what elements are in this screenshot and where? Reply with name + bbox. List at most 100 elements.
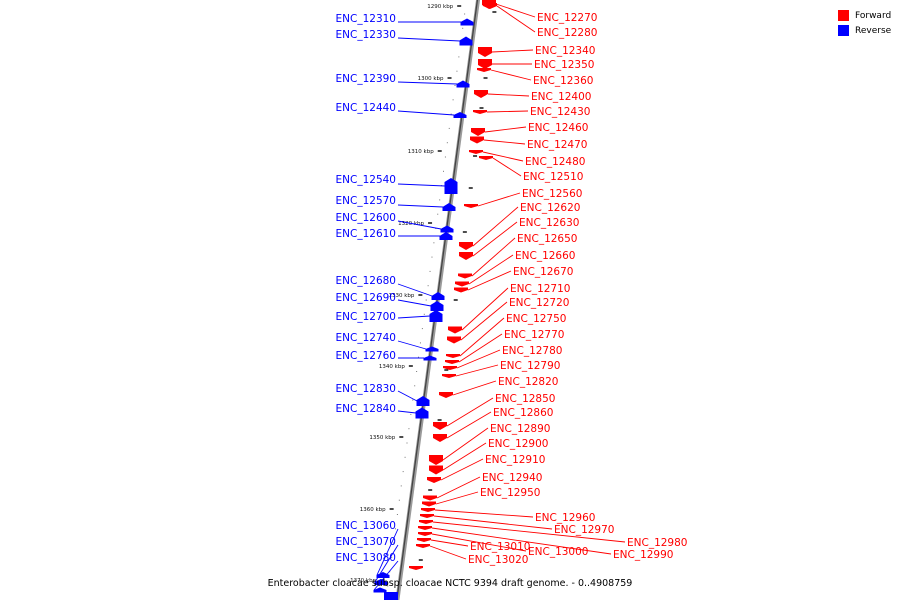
forward-gene-block — [439, 392, 453, 398]
forward-gene-block — [445, 360, 459, 364]
forward-gene-label: ENC_12860 — [493, 407, 553, 419]
reverse-gene-connector — [397, 299, 432, 307]
forward-gene-block — [433, 422, 447, 430]
forward-gene-connector — [446, 397, 494, 427]
forward-gene-connector — [490, 69, 532, 81]
forward-gene-connector — [435, 491, 479, 505]
forward-gene-connector — [442, 442, 487, 471]
forward-gene-label: ENC_12510 — [523, 171, 583, 183]
reverse-gene-block — [459, 36, 473, 46]
reverse-gene-block — [415, 407, 429, 419]
forward-gene-label: ENC_12900 — [488, 438, 548, 450]
forward-gene-connector — [472, 221, 518, 257]
reverse-gene-connector — [397, 81, 458, 85]
forward-gene-connector — [496, 5, 536, 33]
reverse-gene-connector — [397, 283, 433, 297]
reverse-gene-block — [453, 112, 467, 118]
forward-gene-connector — [429, 545, 467, 560]
reverse-swatch — [838, 25, 849, 36]
forward-gene-block — [455, 281, 469, 287]
forward-gene-connector — [433, 515, 553, 530]
reverse-gene-block — [423, 355, 437, 361]
reverse-gene-block — [376, 572, 390, 578]
forward-gene-connector — [432, 521, 626, 543]
forward-gene-block — [427, 477, 441, 483]
reverse-gene-block — [440, 225, 454, 233]
forward-gene-block — [421, 508, 435, 512]
forward-gene-connector — [431, 527, 612, 555]
forward-gene-block — [458, 273, 472, 279]
reverse-gene-label: ENC_12830 — [336, 383, 396, 395]
forward-gene-connector — [467, 270, 512, 291]
forward-gene-label: ENC_12850 — [495, 393, 555, 405]
reverse-gene-block — [444, 178, 458, 194]
forward-gene-block — [479, 156, 493, 160]
forward-gene-connector — [484, 126, 527, 133]
forward-gene-block — [454, 287, 468, 293]
forward-gene-block — [459, 242, 473, 250]
forward-gene-connector — [486, 110, 529, 113]
reverse-gene-block — [373, 587, 387, 593]
reverse-gene-block — [431, 292, 445, 300]
forward-gene-label: ENC_12960 — [535, 512, 595, 524]
forward-gene-label: ENC_12750 — [506, 313, 566, 325]
forward-gene-label: ENC_12400 — [531, 91, 591, 103]
forward-gene-block — [417, 538, 431, 542]
reverse-gene-connector — [397, 110, 455, 116]
forward-gene-block — [447, 336, 461, 344]
forward-gene-connector — [459, 317, 505, 357]
reverse-gene-block — [460, 18, 474, 26]
forward-gene-label: ENC_13010 — [470, 541, 530, 553]
forward-gene-label: ENC_12770 — [504, 329, 564, 341]
reverse-gene-label: ENC_12760 — [336, 350, 396, 362]
forward-gene-label: ENC_13000 — [528, 546, 588, 558]
reverse-gene-label: ENC_12600 — [336, 212, 396, 224]
reverse-gene-connector — [374, 544, 399, 583]
forward-gene-connector — [440, 458, 484, 481]
forward-gene-label: ENC_12430 — [530, 106, 590, 118]
legend: Forward Reverse — [838, 8, 891, 38]
reverse-gene-connector — [397, 410, 417, 414]
forward-gene-block — [473, 110, 487, 114]
forward-gene-block — [429, 465, 443, 475]
reverse-gene-label: ENC_12570 — [336, 195, 396, 207]
legend-forward: Forward — [838, 8, 891, 23]
reverse-gene-connector — [373, 560, 399, 591]
forward-gene-connector — [483, 139, 526, 145]
forward-gene-label: ENC_12780 — [502, 345, 562, 357]
legend-reverse: Reverse — [838, 23, 891, 38]
forward-gene-label: ENC_12650 — [517, 233, 577, 245]
forward-gene-connector — [430, 539, 469, 547]
forward-gene-label: ENC_12670 — [513, 266, 573, 278]
forward-gene-connector — [455, 364, 499, 377]
reverse-gene-block — [439, 232, 453, 240]
forward-gene-connector — [460, 301, 508, 341]
forward-gene-label: ENC_12460 — [528, 122, 588, 134]
forward-gene-block — [429, 455, 443, 465]
forward-gene-block — [464, 204, 478, 208]
forward-gene-block — [443, 366, 457, 370]
forward-gene-label: ENC_12910 — [485, 454, 545, 466]
forward-gene-label: ENC_12950 — [480, 487, 540, 499]
forward-gene-label: ENC_12350 — [534, 59, 594, 71]
forward-gene-block — [470, 136, 484, 144]
reverse-strand-genes: ENC_12310 ENC_12330 ENC_12390 ENC_12440 ENC_… — [336, 13, 474, 600]
forward-gene-connector — [436, 476, 481, 499]
forward-gene-label: ENC_13020 — [468, 554, 528, 566]
map-caption: Enterobacter cloacae subsp. cloacae NCTC… — [267, 578, 633, 589]
forward-gene-block — [422, 501, 436, 507]
forward-gene-block — [420, 514, 434, 518]
forward-gene-block — [474, 90, 488, 98]
forward-gene-block — [483, 3, 497, 9]
reverse-gene-connector — [376, 528, 399, 576]
forward-gene-label: ENC_12360 — [533, 75, 593, 87]
forward-gene-connector — [434, 509, 534, 518]
reverse-gene-label: ENC_13080 — [336, 552, 396, 564]
reverse-gene-connector — [397, 183, 446, 187]
forward-gene-block — [471, 128, 485, 136]
forward-gene-label: ENC_12480 — [525, 156, 585, 168]
forward-gene-connector — [472, 206, 519, 247]
tick-label: 1300 kbp — [418, 76, 444, 82]
forward-gene-block — [418, 532, 432, 536]
forward-gene-block — [469, 150, 483, 154]
